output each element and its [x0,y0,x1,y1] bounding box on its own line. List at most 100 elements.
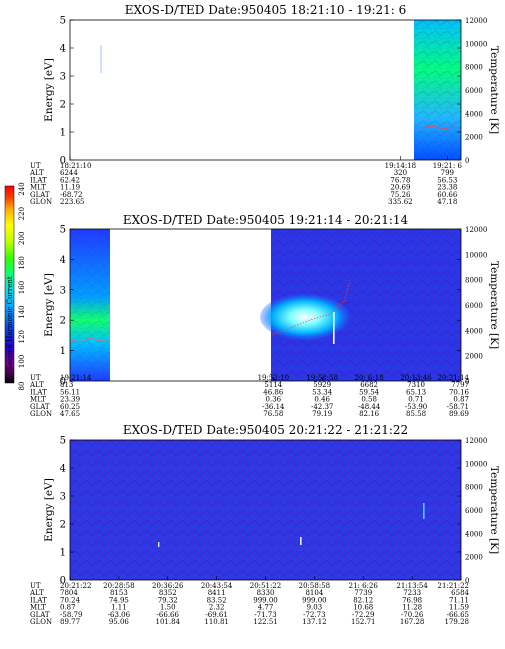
table-cell: 20.69 [390,184,410,192]
table-cell: 79.32 [158,596,178,604]
y-tick-label: 1 [60,128,66,139]
table-row-label: ILAT [30,596,47,604]
table-cell: 20: 6:18 [355,374,384,382]
table-row-label: GLON [30,410,52,418]
table-cell: -68.72 [60,191,82,199]
panel-1-data-left-stripe [100,45,102,73]
panel-title: EXOS-D/TED Date:950405 18:21:10 - 19:21:… [125,3,407,17]
table-cell: 110.81 [204,618,229,626]
panel-1-data [100,20,462,160]
y2-axis-label: Temperature [K] [488,261,500,349]
colorbar-tick-label: 200 [18,232,26,245]
panel-1-data-right-texture [414,20,461,160]
colorbar-tick-label: 140 [18,305,26,318]
table-row-label: GLON [30,198,52,206]
panel-1: EXOS-D/TED Date:950405 18:21:10 - 19:21:… [29,3,500,206]
y-tick-label: 5 [60,225,66,236]
table-cell: 7739 [354,589,372,597]
table-cell: 1.50 [160,604,176,612]
table-cell: 223.65 [60,198,85,206]
table-cell: 101.84 [156,618,181,626]
panel-2-data-left-texture [70,229,110,381]
y2-tick-label: 8000 [465,484,483,492]
table-cell: 152.71 [351,618,376,626]
table-cell: -58.79 [60,611,82,619]
panel-2-data-blob [260,294,350,340]
y2-tick-label: 10000 [465,460,487,468]
table-cell: 0.58 [361,396,377,404]
panel-1-frame [69,19,462,161]
table-cell: 137.12 [302,618,327,626]
table-cell: 0.71 [408,396,424,404]
table-cell: 9.03 [307,604,323,612]
table-row-label: ALT [29,169,44,177]
table-cell: 0.36 [266,396,282,404]
y2-tick-label: 10000 [465,251,487,259]
colorbar-tick-label: 160 [18,281,26,294]
y2-tick-label: 2000 [465,554,483,562]
table-cell: 47.18 [437,198,457,206]
table-cell: 20:13:46 [400,374,432,382]
table-cell: 20:43:54 [201,582,233,590]
table-cell: 65.13 [406,388,426,396]
table-row-label: GLAT [30,611,50,619]
table-cell: 799 [441,169,454,177]
table-cell: 320 [394,169,407,177]
panel-3-data-spike-2 [300,537,302,545]
table-cell: 82.12 [353,596,373,604]
table-cell: 95.06 [109,618,130,626]
y-tick-label: 2 [60,316,66,327]
table-cell: 76.78 [390,176,410,184]
table-cell: 56.53 [437,176,457,184]
table-row-label: GLAT [30,403,50,411]
table-cell: 20:28:58 [103,582,134,590]
y-tick-label: 3 [60,72,66,83]
table-cell: 85.58 [406,410,426,418]
table-cell: 5929 [313,381,331,389]
table-cell: 7310 [407,381,425,389]
panel-3-data-texture [70,440,461,580]
table-cell: 89.69 [449,410,469,418]
table-row-label: MLT [30,604,46,612]
table-cell: 21:13:54 [396,582,428,590]
y2-tick-label: 0 [465,378,469,386]
table-cell: 179.28 [445,618,470,626]
table-row-label: UT [30,374,41,382]
colorbar-tick-label: 180 [18,256,26,269]
panel-1-data-trace [419,125,462,130]
table-cell: -53.90 [405,403,427,411]
panel-2: EXOS-D/TED Date:950405 19:21:14 - 20:21:… [29,213,500,418]
y-tick-label: 3 [60,285,66,296]
table-cell: -66.65 [447,611,469,619]
table-cell: 79.19 [312,410,332,418]
colorbar: 80 100 120 140 160 180 200 220 240 Second Harmon… [4,182,26,391]
table-row-label: ALT [29,589,44,597]
table-row-label: ALT [29,381,44,389]
colorbar-tick-label: 120 [18,330,26,343]
table-cell: 23.38 [437,184,457,192]
colorbar-tick-label: 100 [18,355,26,368]
table-cell: 76.98 [402,596,422,604]
panel-3-data-spike-3 [158,542,160,547]
table-cell: 10.68 [353,604,373,612]
table-cell: 19:52:10 [258,374,289,382]
table-cell: -69.61 [205,611,227,619]
table-cell: 19:21: 6 [433,162,463,170]
colorbar-tick-label: 80 [18,382,26,391]
table-cell: 11.28 [402,604,422,612]
table-cell: 59.54 [359,388,380,396]
table-cell: 53.34 [312,388,333,396]
table-cell: 7804 [60,589,78,597]
y2-tick-label: 2000 [465,134,483,142]
table-cell: 23.39 [60,396,80,404]
table-cell: 11.59 [449,604,469,612]
table-cell: 0.87 [60,604,76,612]
table-cell: 18:21:10 [60,162,91,170]
table-cell: 89.77 [60,618,80,626]
table-cell: 20:21:22 [60,582,91,590]
table-cell: 8411 [208,589,226,597]
table-cell: -42.37 [311,403,333,411]
table-cell: 74.95 [109,596,129,604]
table-cell: 6244 [60,169,78,177]
